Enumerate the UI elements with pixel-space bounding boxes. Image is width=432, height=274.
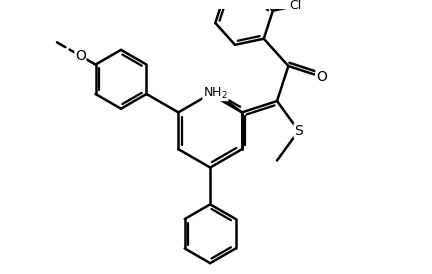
Text: O: O — [316, 70, 327, 84]
Text: O: O — [75, 49, 86, 63]
Text: N: N — [205, 87, 216, 101]
Text: Cl: Cl — [289, 0, 302, 12]
Text: NH$_2$: NH$_2$ — [203, 85, 228, 101]
Text: S: S — [294, 124, 303, 138]
